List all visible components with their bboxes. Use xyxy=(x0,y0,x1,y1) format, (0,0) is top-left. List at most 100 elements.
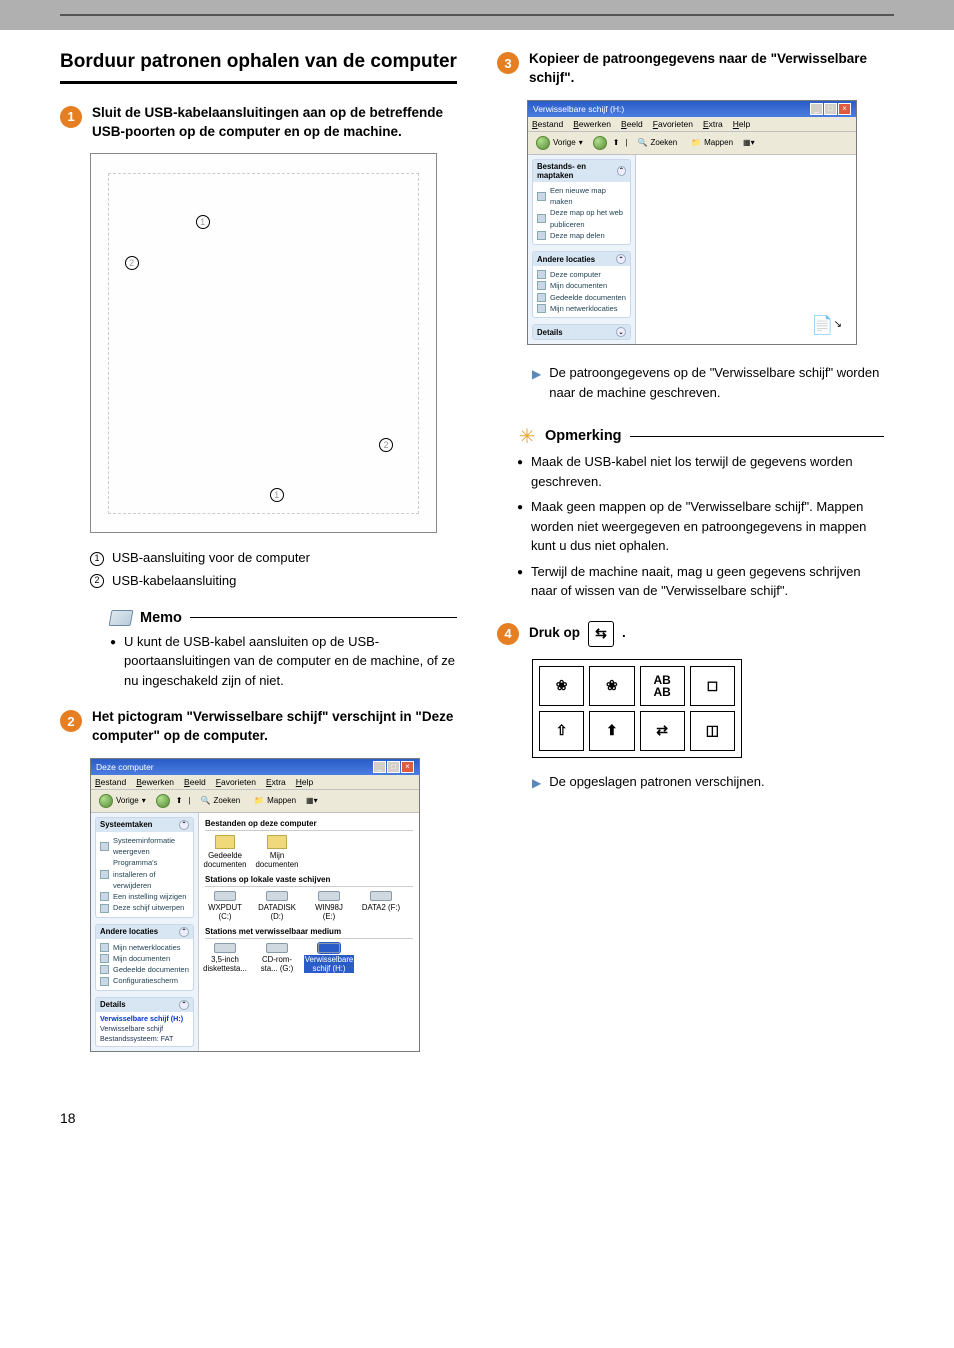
ss1-toolbar: Vorige ▾ ⬆ | 🔍 Zoeken 📁 Mappen ▦▾ xyxy=(91,790,419,813)
removable-drive-icon xyxy=(318,943,340,953)
lcd-cell-4[interactable]: ◻ xyxy=(690,666,735,706)
ss2-titlebar: Verwisselbare schijf (H:) _ □ × xyxy=(528,101,856,117)
ss1-sidebar: Systeemtaken ⌃ Systeeminformatie weergeve… xyxy=(91,813,199,1051)
back-button[interactable]: Vorige ▾ xyxy=(95,793,150,809)
icon-shared-docs[interactable]: Gedeelde documenten xyxy=(205,835,245,869)
loc-shared[interactable]: Gedeelde documenten xyxy=(100,964,189,975)
loc-computer[interactable]: Deze computer xyxy=(537,269,626,280)
maximize-icon[interactable]: □ xyxy=(824,103,837,115)
ss2-toolbar: Vorige ▾ ⬆ | 🔍 Zoeken 📁 Mappen ▦▾ xyxy=(528,132,856,155)
loc-mydocs[interactable]: Mijn documenten xyxy=(537,280,626,291)
close-icon[interactable]: × xyxy=(401,761,414,773)
task-sysinfo[interactable]: Systeeminformatie weergeven xyxy=(100,835,189,858)
back-icon xyxy=(536,136,550,150)
close-icon[interactable]: × xyxy=(838,103,851,115)
lcd-cell-5[interactable]: ⇧ xyxy=(539,711,584,751)
icon-my-docs[interactable]: Mijn documenten xyxy=(257,835,297,869)
menu-view[interactable]: Beeld xyxy=(184,777,206,787)
collapse-icon[interactable]: ⌃ xyxy=(179,927,189,937)
note-item-1: Maak de USB-kabel niet los terwijl de ge… xyxy=(531,452,884,491)
collapse-icon[interactable]: ⌃ xyxy=(617,166,626,176)
legend-1-text: USB-aansluiting voor de computer xyxy=(112,547,310,569)
lcd-cell-7[interactable]: ⇄ xyxy=(640,711,685,751)
minimize-icon[interactable]: _ xyxy=(810,103,823,115)
collapse-icon[interactable]: ⌃ xyxy=(179,1000,189,1010)
ss2-panel3-h: Details xyxy=(537,328,563,337)
page-number: 18 xyxy=(0,1110,954,1146)
drive-cdrom[interactable]: CD-rom-sta... (G:) xyxy=(257,943,297,973)
cdrom-icon xyxy=(266,943,288,953)
drive-f[interactable]: DATA2 (F:) xyxy=(361,891,401,921)
result-4-text: De opgeslagen patronen verschijnen. xyxy=(549,772,764,792)
details-name: Verwisselbare schijf (H:) xyxy=(100,1014,189,1024)
result-3-text: De patroongegevens op de "Verwisselbare … xyxy=(549,363,894,402)
menu-edit[interactable]: Bewerken xyxy=(136,777,174,787)
up-icon[interactable]: ⬆ xyxy=(176,796,183,805)
ss2-panel1-h: Bestands- en maptaken xyxy=(537,162,617,180)
task-share[interactable]: Deze map delen xyxy=(537,230,626,241)
folders-button[interactable]: 📁 Mappen xyxy=(250,795,300,806)
minimize-icon[interactable]: _ xyxy=(373,761,386,773)
step-2-text: Het pictogram "Verwisselbare schijf" ver… xyxy=(92,708,457,746)
menu-edit[interactable]: Bewerken xyxy=(573,119,611,129)
views-button[interactable]: ▦▾ xyxy=(306,796,318,805)
loc-network[interactable]: Mijn netwerklocaties xyxy=(537,303,626,314)
lcd-cell-1[interactable]: ❀ xyxy=(539,666,584,706)
search-button[interactable]: 🔍 Zoeken xyxy=(633,137,681,148)
usb-illustration: 1 2 1 2 xyxy=(90,153,437,533)
task-newfolder[interactable]: Een nieuwe map maken xyxy=(537,185,626,208)
illustration-legend: 1USB-aansluiting voor de computer 2USB-k… xyxy=(90,547,437,591)
ss2-body: Bestands- en maptaken⌃ Een nieuwe map ma… xyxy=(528,155,856,344)
task-eject[interactable]: Deze schijf uitwerpen xyxy=(100,902,189,913)
drive-floppy[interactable]: 3,5-inch diskettesta... xyxy=(205,943,245,973)
callout-2: 2 xyxy=(125,256,139,270)
memo-icon xyxy=(109,610,134,626)
drive-icon xyxy=(214,891,236,901)
task-setting[interactable]: Een instelling wijzigen xyxy=(100,891,189,902)
menu-file[interactable]: Bestand xyxy=(95,777,126,787)
back-button[interactable]: Vorige ▾ xyxy=(532,135,587,151)
ss1-menubar: Bestand Bewerken Beeld Favorieten Extra … xyxy=(91,775,419,790)
task-install[interactable]: Programma's installeren of verwijderen xyxy=(100,857,189,891)
menu-file[interactable]: Bestand xyxy=(532,119,563,129)
menu-view[interactable]: Beeld xyxy=(621,119,643,129)
drive-removable[interactable]: Verwisselbare schijf (H:) xyxy=(309,943,349,973)
lcd-cell-2[interactable]: ❀ xyxy=(589,666,634,706)
page-content: Borduur patronen ophalen van de computer… xyxy=(0,50,954,1110)
loc-config[interactable]: Configuratiescherm xyxy=(100,975,189,986)
loc-mydocs[interactable]: Mijn documenten xyxy=(100,953,189,964)
left-column: Borduur patronen ophalen van de computer… xyxy=(60,50,457,1070)
triangle-icon: ▶ xyxy=(532,365,541,402)
forward-icon[interactable] xyxy=(156,794,170,808)
result-3: ▶ De patroongegevens op de "Verwisselbar… xyxy=(532,363,894,402)
drive-d[interactable]: DATADISK (D:) xyxy=(257,891,297,921)
menu-fav[interactable]: Favorieten xyxy=(653,119,693,129)
expand-icon[interactable]: ⌄ xyxy=(616,327,626,337)
menu-help[interactable]: Help xyxy=(733,119,750,129)
maximize-icon[interactable]: □ xyxy=(387,761,400,773)
screenshot-my-computer: Deze computer _ □ × Bestand Bewerken Bee… xyxy=(90,758,420,1052)
up-icon[interactable]: ⬆ xyxy=(613,138,620,147)
ss1-panel1-h: Systeemtaken xyxy=(100,820,152,829)
folders-button[interactable]: 📁 Mappen xyxy=(687,137,737,148)
menu-extra[interactable]: Extra xyxy=(703,119,723,129)
menu-extra[interactable]: Extra xyxy=(266,777,286,787)
menu-help[interactable]: Help xyxy=(296,777,313,787)
copy-cursor-icon: 📄↘ xyxy=(811,315,842,336)
step-1: 1 Sluit de USB-kabelaansluitingen aan op… xyxy=(60,104,457,142)
loc-shared[interactable]: Gedeelde documenten xyxy=(537,292,626,303)
collapse-icon[interactable]: ⌃ xyxy=(616,254,626,264)
menu-fav[interactable]: Favorieten xyxy=(216,777,256,787)
search-button[interactable]: 🔍 Zoeken xyxy=(196,795,244,806)
folder-icon xyxy=(267,835,287,849)
forward-icon[interactable] xyxy=(593,136,607,150)
lcd-cell-3[interactable]: ABAB xyxy=(640,666,685,706)
drive-e[interactable]: WIN98J (E:) xyxy=(309,891,349,921)
task-publish[interactable]: Deze map op het web publiceren xyxy=(537,207,626,230)
views-button[interactable]: ▦▾ xyxy=(743,138,755,147)
lcd-cell-6[interactable]: ⬆ xyxy=(589,711,634,751)
loc-network[interactable]: Mijn netwerklocaties xyxy=(100,942,189,953)
collapse-icon[interactable]: ⌃ xyxy=(179,820,189,830)
drive-c[interactable]: WXPDUT (C:) xyxy=(205,891,245,921)
lcd-cell-8[interactable]: ◫ xyxy=(690,711,735,751)
